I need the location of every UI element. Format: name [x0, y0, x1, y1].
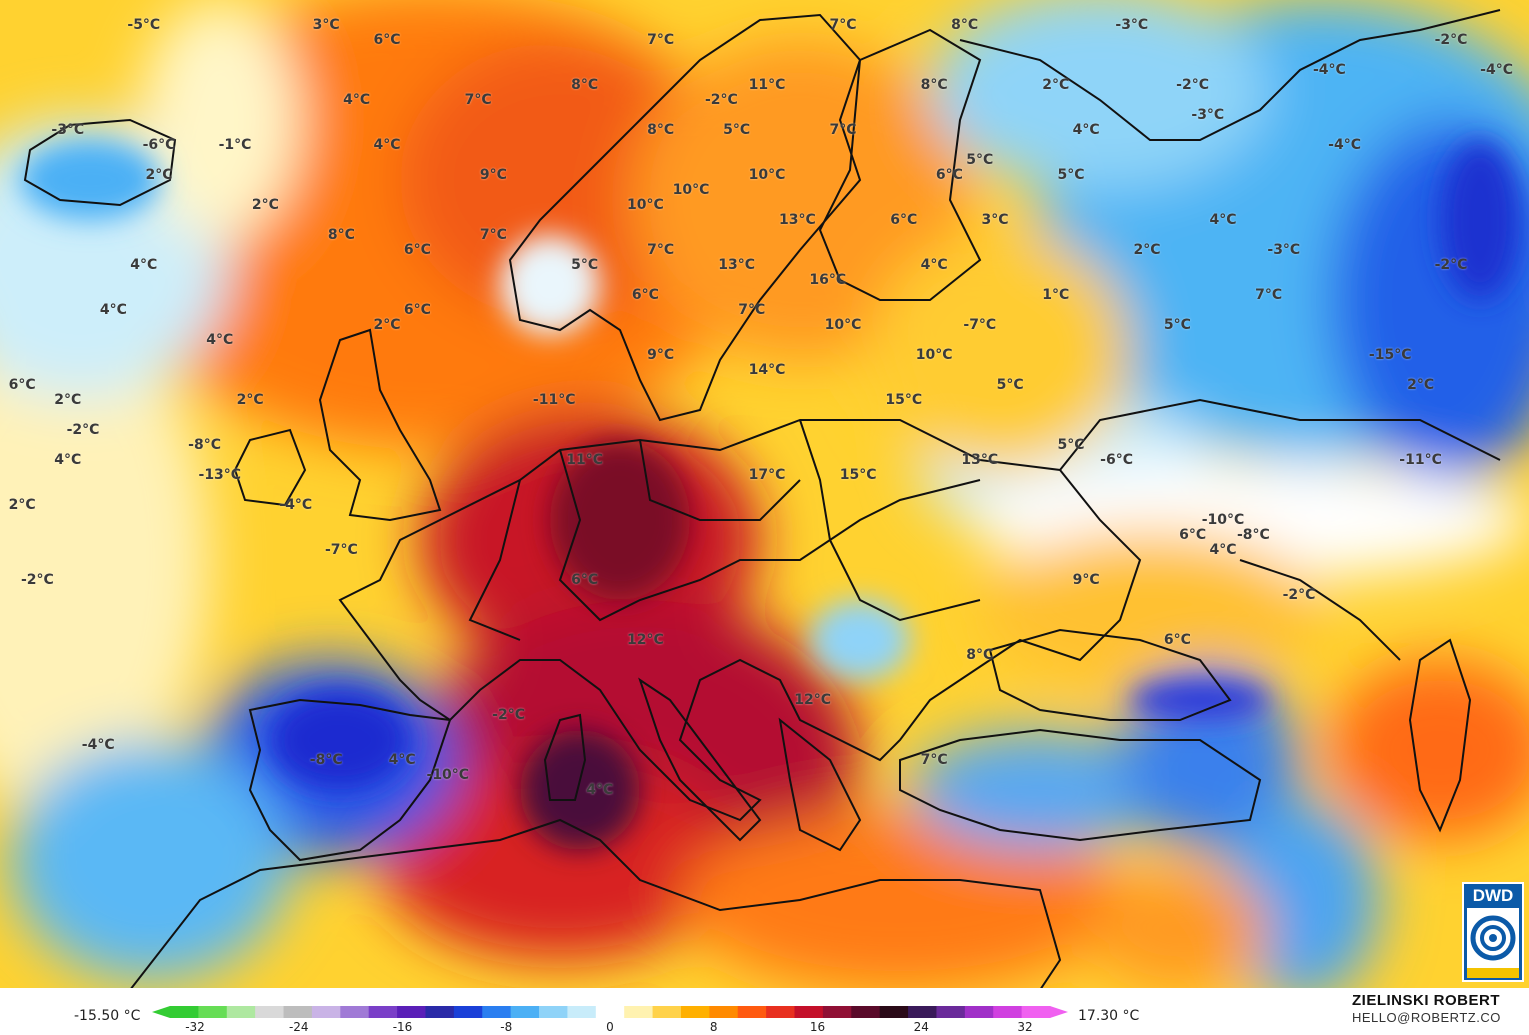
legend-bar: -15.50 °C -32 -24 -16 -8 0 8 16 24 32 17.30 °C Z… — [0, 988, 1529, 1035]
color-scale-tick-label: -24 — [288, 1020, 309, 1034]
color-scale-tick-label: 32 — [1017, 1020, 1033, 1034]
color-scale-tick-label: 8 — [709, 1020, 718, 1034]
color-scale-tick-label: 0 — [606, 1020, 614, 1034]
color-scale-swatch — [794, 1006, 824, 1018]
color-scale-tick-label: -16 — [392, 1020, 413, 1034]
color-scale-swatch — [482, 1006, 512, 1018]
color-scale-swatch — [397, 1006, 426, 1018]
color-scale-swatch — [964, 1006, 994, 1018]
coastlines — [23, 9, 1501, 988]
color-scale-swatch — [226, 1006, 256, 1018]
color-scale-swatch — [766, 1006, 796, 1018]
color-scale-swatch — [737, 1006, 767, 1018]
color-scale-swatch — [993, 1006, 1023, 1018]
color-scale-swatch — [340, 1006, 370, 1018]
temperature-core — [20, 140, 1520, 850]
legend-min-value: -15.50 °C — [74, 1008, 141, 1024]
color-scale-swatch — [822, 1006, 852, 1018]
color-scale-tick-label: 24 — [913, 1020, 929, 1034]
color-scale-swatch — [283, 1006, 313, 1018]
color-scale-left-arrow — [152, 1006, 170, 1018]
temperature-map: -5°C 3°C 6°C 7°C 7°C 8°C -3°C -2°C 4°C 8°C -1°C -3°… — [0, 0, 1529, 988]
legend-max-value: 17.30 °C — [1078, 1008, 1140, 1024]
map-field — [0, 0, 1529, 988]
author-name: ZIELINSKI ROBERT — [1352, 992, 1501, 1009]
color-scale-swatch — [567, 1006, 597, 1018]
color-scale-swatch — [908, 1006, 937, 1018]
color-scale-swatch — [652, 1006, 682, 1018]
color-scale-swatch — [510, 1006, 540, 1018]
dwd-logo-text: DWD — [1472, 886, 1514, 905]
color-scale-swatch — [595, 1006, 625, 1018]
dwd-logo-emblem — [1467, 908, 1519, 968]
color-scale-tick-label: -8 — [500, 1020, 513, 1034]
color-scale-swatch — [624, 1006, 654, 1018]
color-scale-tick-label: 16 — [809, 1020, 826, 1034]
color-scale-swatch — [425, 1006, 455, 1018]
color-scale-swatch — [851, 1006, 881, 1018]
color-scale-swatch — [879, 1006, 909, 1018]
dwd-logo: DWD — [1462, 882, 1524, 982]
color-scale-swatch — [1021, 1006, 1051, 1018]
spiral-icon — [1470, 915, 1516, 961]
color-scale-swatch — [539, 1006, 568, 1018]
color-scale — [152, 1006, 1068, 1018]
color-scale-swatch — [311, 1006, 341, 1018]
author-email: HELLO@ROBERTZ.CO — [1352, 1010, 1501, 1025]
color-scale-swatch — [453, 1006, 483, 1018]
color-scale-swatch — [709, 1006, 739, 1018]
color-scale-swatch — [255, 1006, 285, 1018]
color-scale-swatch — [170, 1006, 199, 1018]
color-scale-right-arrow — [1050, 1006, 1068, 1018]
color-scale-swatch — [680, 1006, 710, 1018]
color-scale-swatch — [936, 1006, 966, 1018]
color-scale-tick-label: -32 — [185, 1020, 205, 1034]
color-scale-swatch — [368, 1006, 398, 1018]
dwd-logo-strip — [1467, 968, 1519, 978]
color-scale-swatch — [198, 1006, 228, 1018]
temperature-field — [0, 0, 1529, 988]
